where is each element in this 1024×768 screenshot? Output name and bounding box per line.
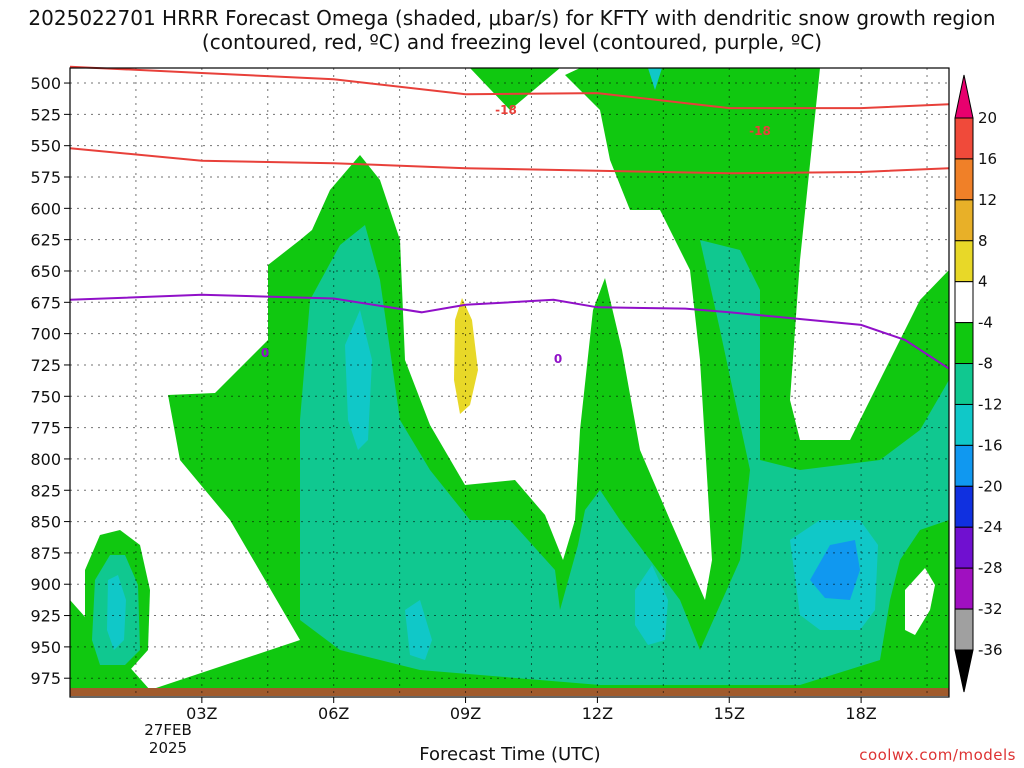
y-tick-label: 950 — [30, 638, 61, 657]
colorbar-arrow-top — [954, 74, 974, 119]
y-tick-label: 500 — [30, 74, 61, 93]
y-tick-label: 700 — [30, 325, 61, 344]
colorbar-label: 4 — [978, 273, 988, 291]
plot-area: -18 -18 0 0 — [69, 65, 950, 698]
colorbar-box — [954, 117, 974, 160]
colorbar-label: -8 — [978, 355, 993, 373]
contour-label-dgz-upper: -18 — [495, 103, 517, 117]
colorbar-box — [954, 240, 974, 283]
y-tick-label: 800 — [30, 450, 61, 469]
colorbar-label: -36 — [978, 641, 1003, 659]
x-tick-label: 18Z — [845, 704, 876, 723]
y-tick-label: 650 — [30, 262, 61, 281]
colorbar-arrow-bottom — [954, 649, 974, 693]
contour-line-0 — [69, 65, 950, 110]
colorbar-label: -4 — [978, 314, 993, 332]
colorbar-label: -32 — [978, 600, 1003, 618]
colorbar-box — [954, 281, 974, 324]
chart-title: 2025022701 HRRR Forecast Omega (shaded, … — [28, 6, 996, 54]
colorbar-box — [954, 444, 974, 487]
colorbar-label: 16 — [978, 150, 997, 168]
contour-series — [69, 65, 950, 370]
x-date-year: 2025 — [148, 739, 188, 757]
x-tick-label: 12Z — [582, 704, 613, 723]
contour-label-freezing-2: 0 — [554, 352, 562, 366]
colorbar-label: 12 — [978, 191, 997, 209]
y-tick-label: 600 — [30, 199, 61, 218]
colorbar: 20 16 12 8 4 -4 -8 -12 -16 -20 -24 -28 -32 -36 — [954, 74, 1003, 693]
y-tick-label: 750 — [30, 387, 61, 406]
colorbar-label: -24 — [978, 518, 1003, 536]
colorbar-label: -28 — [978, 559, 1003, 577]
colorbar-box — [954, 485, 974, 528]
contour-line-2 — [69, 293, 950, 370]
ground-strip — [70, 688, 949, 696]
contour-labels: -18 -18 0 0 — [261, 103, 771, 366]
omega-blue-fill — [810, 540, 860, 600]
y-tick-label: 625 — [30, 231, 61, 250]
plot-border — [69, 67, 950, 698]
y-axis: 500 525 550 575 600 625 650 675 700 725 750 775 800 8… — [30, 74, 70, 688]
x-date-day: 27FEB — [144, 721, 192, 739]
contour-label-dgz-upper-2: -18 — [749, 124, 771, 138]
credit-text: coolwx.com/models — [859, 746, 1016, 764]
y-tick-label: 875 — [30, 544, 61, 563]
colorbar-box — [954, 403, 974, 446]
x-axis-label: Forecast Time (UTC) — [419, 744, 601, 765]
colorbar-label: -12 — [978, 395, 1003, 413]
y-tick-label: 925 — [30, 607, 61, 626]
colorbar-box — [954, 526, 974, 569]
colorbar-box — [954, 199, 974, 242]
y-tick-label: 900 — [30, 575, 61, 594]
x-tick-label: 15Z — [714, 704, 745, 723]
y-tick-label: 825 — [30, 481, 61, 500]
colorbar-box — [954, 322, 974, 365]
y-tick-label: 725 — [30, 356, 61, 375]
colorbar-label: -20 — [978, 477, 1003, 495]
contour-line-1 — [69, 147, 950, 175]
y-tick-label: 525 — [30, 105, 61, 124]
x-tick-label: 06Z — [318, 704, 349, 723]
contour-label-freezing-1: 0 — [261, 346, 269, 360]
colorbar-box — [954, 567, 974, 610]
x-tick-label: 03Z — [186, 704, 217, 723]
y-tick-label: 775 — [30, 419, 61, 438]
colorbar-label: -16 — [978, 436, 1003, 454]
colorbar-label: 8 — [978, 232, 988, 250]
colorbar-box — [954, 158, 974, 201]
y-tick-label: 550 — [30, 137, 61, 156]
colorbar-box — [954, 608, 974, 651]
y-tick-label: 575 — [30, 168, 61, 187]
omega-white-holes — [905, 568, 935, 635]
y-tick-label: 975 — [30, 669, 61, 688]
colorbar-box — [954, 363, 974, 405]
y-tick-label: 850 — [30, 513, 61, 532]
colorbar-label: 20 — [978, 109, 997, 127]
x-tick-label: 09Z — [450, 704, 481, 723]
y-tick-label: 675 — [30, 293, 61, 312]
x-axis: 03Z 06Z 09Z 12Z 15Z 18Z — [186, 697, 877, 723]
